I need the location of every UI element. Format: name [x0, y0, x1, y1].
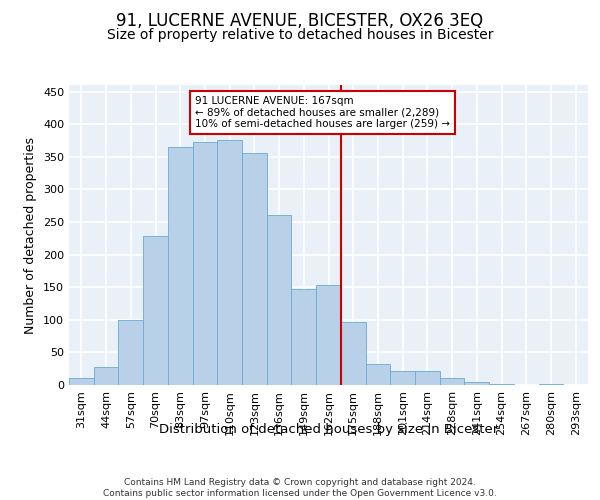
- Bar: [341, 322, 365, 385]
- Bar: [292, 289, 316, 385]
- Bar: [440, 378, 464, 385]
- Bar: [390, 370, 415, 385]
- Text: 91, LUCERNE AVENUE, BICESTER, OX26 3EQ: 91, LUCERNE AVENUE, BICESTER, OX26 3EQ: [116, 12, 484, 30]
- Bar: [193, 142, 217, 385]
- Bar: [94, 366, 118, 385]
- Text: 91 LUCERNE AVENUE: 167sqm
← 89% of detached houses are smaller (2,289)
10% of se: 91 LUCERNE AVENUE: 167sqm ← 89% of detac…: [195, 96, 450, 130]
- Bar: [118, 320, 143, 385]
- Bar: [316, 285, 341, 385]
- Text: Contains HM Land Registry data © Crown copyright and database right 2024.
Contai: Contains HM Land Registry data © Crown c…: [103, 478, 497, 498]
- Bar: [489, 384, 514, 385]
- Bar: [168, 147, 193, 385]
- Bar: [69, 378, 94, 385]
- Bar: [217, 140, 242, 385]
- Text: Distribution of detached houses by size in Bicester: Distribution of detached houses by size …: [159, 422, 499, 436]
- Bar: [464, 382, 489, 385]
- Y-axis label: Number of detached properties: Number of detached properties: [25, 136, 37, 334]
- Bar: [415, 370, 440, 385]
- Bar: [267, 216, 292, 385]
- Bar: [143, 236, 168, 385]
- Text: Size of property relative to detached houses in Bicester: Size of property relative to detached ho…: [107, 28, 493, 42]
- Bar: [539, 384, 563, 385]
- Bar: [365, 364, 390, 385]
- Bar: [242, 154, 267, 385]
